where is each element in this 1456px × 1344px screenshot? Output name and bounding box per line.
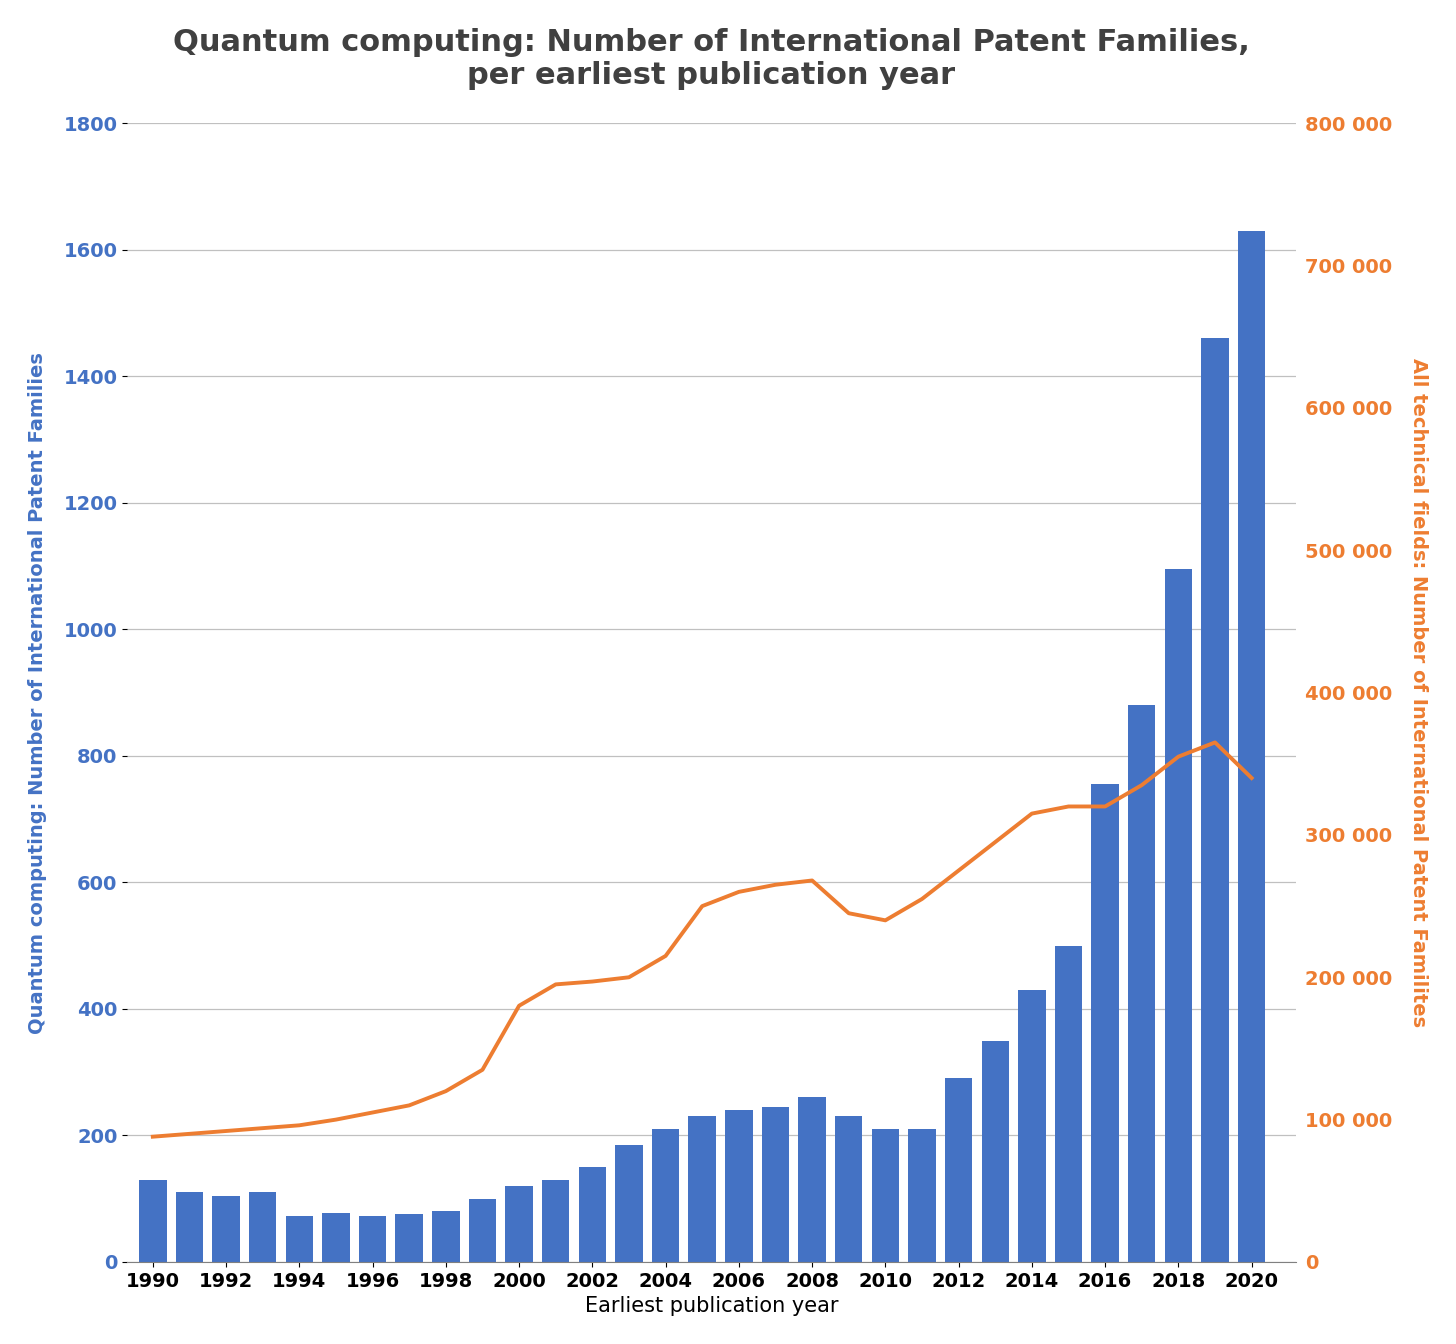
Bar xyxy=(358,1216,386,1262)
Bar xyxy=(798,1098,826,1262)
Bar xyxy=(1018,991,1045,1262)
Bar xyxy=(1054,946,1082,1262)
Y-axis label: Quantum computing: Number of International Patent Families: Quantum computing: Number of Internation… xyxy=(28,352,47,1034)
Bar xyxy=(872,1129,900,1262)
Bar xyxy=(396,1215,422,1262)
Bar xyxy=(578,1167,606,1262)
Bar xyxy=(249,1192,277,1262)
Bar xyxy=(432,1211,460,1262)
Bar xyxy=(981,1040,1009,1262)
Bar xyxy=(909,1129,936,1262)
Bar xyxy=(176,1192,204,1262)
Bar xyxy=(140,1180,166,1262)
Bar xyxy=(1165,570,1192,1262)
Title: Quantum computing: Number of International Patent Families,
per earliest publica: Quantum computing: Number of Internation… xyxy=(173,28,1249,90)
Bar xyxy=(1128,706,1156,1262)
Bar xyxy=(542,1180,569,1262)
Bar xyxy=(652,1129,680,1262)
Bar xyxy=(469,1199,496,1262)
Bar xyxy=(285,1216,313,1262)
Bar xyxy=(1238,231,1265,1262)
Bar xyxy=(689,1117,716,1262)
Y-axis label: All technical fields: Number of International Patent Familites: All technical fields: Number of Internat… xyxy=(1409,358,1428,1027)
Bar xyxy=(1092,785,1118,1262)
Bar xyxy=(725,1110,753,1262)
Bar xyxy=(1201,339,1229,1262)
Bar xyxy=(213,1196,240,1262)
Bar xyxy=(616,1145,642,1262)
Bar xyxy=(945,1078,973,1262)
Bar xyxy=(761,1107,789,1262)
Bar xyxy=(834,1117,862,1262)
X-axis label: Earliest publication year: Earliest publication year xyxy=(585,1296,839,1316)
Bar xyxy=(322,1212,349,1262)
Bar xyxy=(505,1185,533,1262)
